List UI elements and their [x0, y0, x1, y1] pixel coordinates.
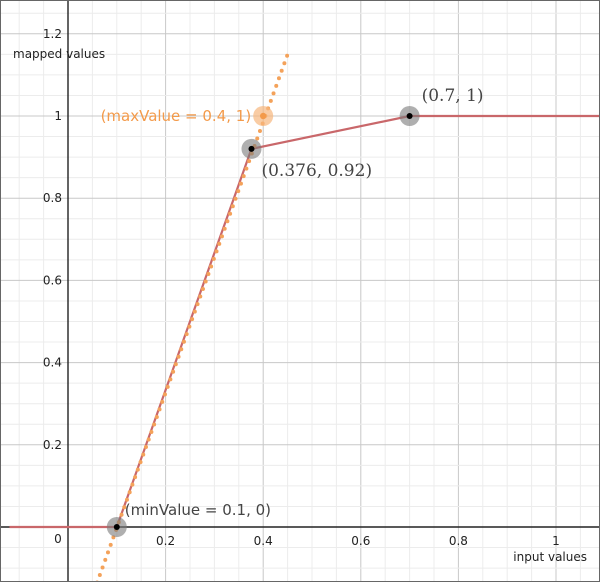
y-tick-label: 1 [54, 109, 62, 123]
point-label: (minValue = 0.1, 0) [125, 501, 271, 519]
tick-labels: 0.2 0.4 0.6 0.8 1 0.2 0.4 0.6 0.8 1 1.2 0 [43, 27, 560, 548]
x-axis-label: input values [513, 550, 587, 564]
point [406, 113, 413, 119]
point-labels: (minValue = 0.1, 0) (0.376, 0.92) (0.7, 1)… [101, 86, 484, 519]
point [113, 524, 120, 530]
origin-label: 0 [54, 532, 62, 546]
series [9, 52, 599, 581]
x-tick-label: 0.2 [156, 534, 175, 548]
y-tick-label: 0.2 [43, 438, 62, 452]
y-tick-label: 0.6 [43, 273, 62, 287]
x-tick-label: 0.4 [254, 534, 273, 548]
y-tick-label: 0.8 [43, 191, 62, 205]
y-tick-label: 1.2 [43, 27, 62, 41]
point-label: (0.376, 0.92) [261, 161, 372, 181]
points [106, 106, 420, 537]
y-tick-label: 0.4 [43, 356, 62, 370]
x-tick-label: 0.6 [351, 534, 370, 548]
y-axis-label: mapped values [13, 47, 105, 61]
point-label: (maxValue = 0.4, 1) [101, 107, 252, 125]
point-label: (0.7, 1) [422, 86, 484, 106]
x-tick-label: 1 [552, 534, 560, 548]
max-value-point [260, 112, 267, 120]
point [248, 145, 255, 152]
x-tick-label: 0.8 [449, 534, 468, 548]
